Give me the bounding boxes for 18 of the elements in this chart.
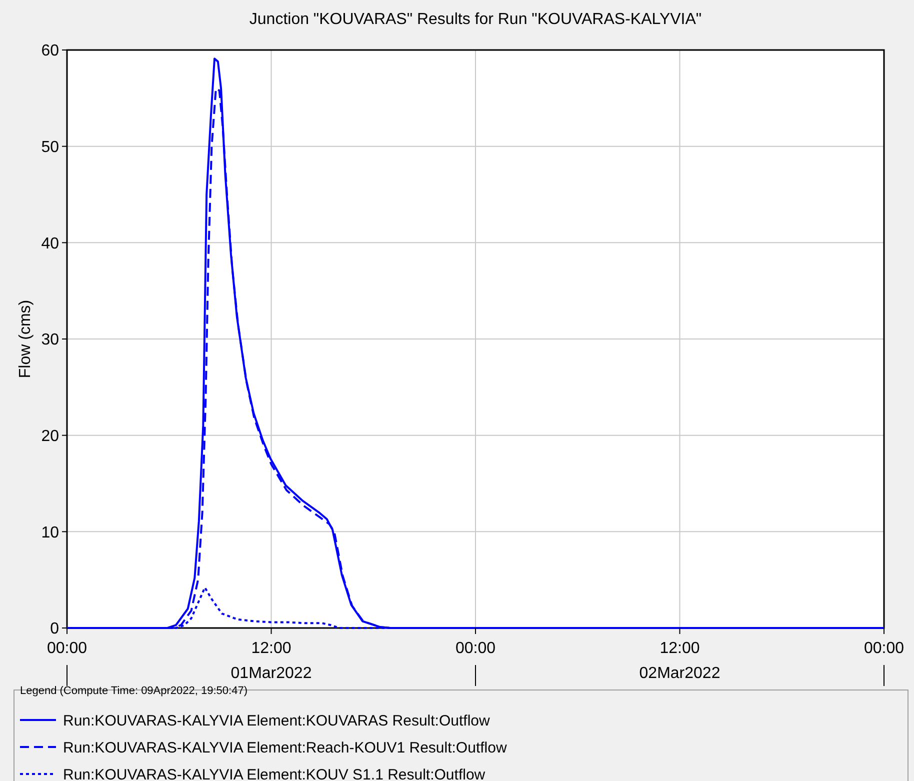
legend-label: Run:KOUVARAS-KALYVIA Element:Reach-KOUV1 Result:Outflow [63, 739, 507, 756]
y-tick-label: 60 [41, 42, 60, 60]
y-tick-label: 0 [50, 620, 60, 638]
legend-label: Run:KOUVARAS-KALYVIA Element:KOUV S1.1 Result:Outflow [63, 766, 486, 781]
y-tick-label: 30 [41, 332, 60, 349]
x-tick-label: 00:00 [46, 640, 88, 657]
y-tick-label: 10 [41, 524, 60, 542]
y-axis-title: Flow (cms) [17, 300, 34, 378]
x-tick-label: 12:00 01Mar2022 [230, 640, 312, 682]
y-tick-label: 40 [41, 235, 60, 252]
x-tick-label: 00:00 [455, 640, 496, 657]
x-tick-label: 00:00 [864, 640, 904, 657]
x-tick-label: 12:00 02Mar2022 [639, 640, 720, 682]
legend-title: Legend (Compute Time: 09Apr2022, 19:50:47) [20, 685, 248, 697]
y-tick-label: 20 [41, 428, 60, 445]
legend-label: Run:KOUVARAS-KALYVIA Element:KOUVARAS Result:Outflow [63, 712, 490, 730]
chart-title: Junction "KOUVARAS" Results for Run "KOUVARAS-KALYVIA" [249, 11, 702, 28]
y-tick-label: 50 [41, 138, 60, 156]
